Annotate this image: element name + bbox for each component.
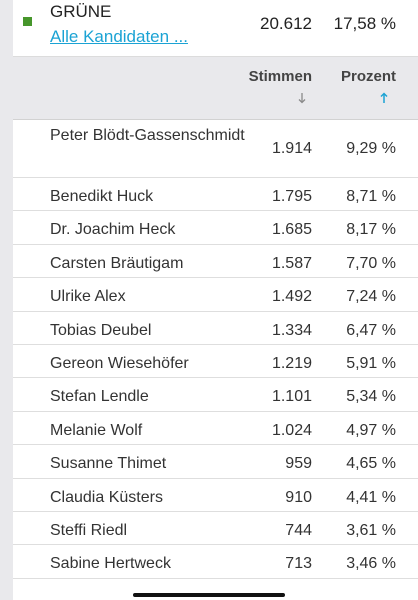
left-gutter — [0, 0, 13, 600]
candidate-percent: 3,61 % — [346, 521, 396, 539]
party-percent: 17,58 % — [333, 14, 396, 33]
candidate-name: Sabine Hertweck — [50, 555, 171, 573]
table-row: Carsten Bräutigam 1.587 7,70 % — [13, 245, 418, 279]
table-row: Sabine Hertweck 713 3,46 % — [13, 545, 418, 579]
candidate-percent: 7,24 % — [346, 288, 396, 306]
table-row: Steffi Riedl 744 3,61 % — [13, 512, 418, 546]
candidate-name: Steffi Riedl — [50, 521, 128, 539]
table-row: Stefan Lendle 1.101 5,34 % — [13, 378, 418, 412]
arrow-down-icon[interactable] — [296, 91, 308, 105]
candidate-votes: 1.101 — [271, 388, 312, 406]
candidate-name: Claudia Küsters — [50, 488, 163, 506]
table-row: Peter Blödt-Gassenschmidt 1.914 9,29 % — [13, 120, 418, 178]
candidate-name: Gereon Wiesehöfer — [50, 354, 189, 372]
party-votes: 20.612 — [260, 14, 312, 33]
candidate-list: Peter Blödt-Gassenschmidt 1.914 9,29 % Bene… — [13, 120, 418, 579]
table-row: Tobias Deubel 1.334 6,47 % — [13, 312, 418, 345]
arrow-up-icon[interactable] — [378, 91, 390, 105]
home-indicator — [133, 593, 285, 597]
candidate-percent: 4,41 % — [346, 488, 396, 506]
candidate-votes: 1.914 — [271, 140, 312, 157]
candidate-votes: 1.024 — [271, 421, 312, 439]
party-name: GRÜNE — [50, 2, 112, 21]
candidate-votes: 910 — [285, 488, 312, 506]
table-row: Dr. Joachim Heck 1.685 8,17 % — [13, 211, 418, 245]
candidate-votes: 1.492 — [271, 288, 312, 306]
candidate-percent: 6,47 % — [346, 321, 396, 339]
table-row: Melanie Wolf 1.024 4,97 % — [13, 412, 418, 446]
candidate-name: Dr. Joachim Heck — [50, 221, 176, 239]
candidate-votes: 959 — [285, 455, 312, 473]
candidate-votes: 1.219 — [271, 354, 312, 372]
candidate-votes: 1.685 — [271, 221, 312, 239]
candidate-percent: 9,29 % — [346, 140, 396, 157]
all-candidates-link[interactable]: Alle Kandidaten ... — [50, 27, 188, 46]
table-row: Susanne Thimet 959 4,65 % — [13, 445, 418, 479]
table-header: Stimmen Prozent — [13, 57, 418, 120]
candidate-name: Susanne Thimet — [50, 455, 167, 473]
candidate-votes: 1.587 — [271, 254, 312, 272]
candidate-name: Benedikt Huck — [50, 188, 154, 205]
candidate-percent: 4,97 % — [346, 421, 396, 439]
candidate-name: Melanie Wolf — [50, 421, 143, 439]
candidate-votes: 744 — [285, 521, 312, 539]
percent-column-header[interactable]: Prozent — [340, 68, 396, 85]
votes-column-header[interactable]: Stimmen — [248, 68, 312, 85]
candidate-votes: 1.795 — [271, 188, 312, 205]
candidate-percent: 3,46 % — [346, 555, 396, 573]
candidate-name: Carsten Bräutigam — [50, 254, 184, 272]
candidate-name: Stefan Lendle — [50, 388, 149, 406]
candidate-votes: 1.334 — [271, 321, 312, 339]
party-summary-row: GRÜNE Alle Kandidaten ... 20.612 17,58 % — [13, 0, 418, 57]
party-color-square-icon — [23, 17, 32, 26]
candidate-percent: 4,65 % — [346, 455, 396, 473]
candidate-name: Peter Blödt-Gassenschmidt — [50, 127, 245, 144]
candidate-percent: 8,71 % — [346, 188, 396, 205]
candidate-percent: 5,91 % — [346, 354, 396, 372]
candidate-percent: 5,34 % — [346, 388, 396, 406]
candidate-name: Ulrike Alex — [50, 288, 126, 306]
candidate-percent: 8,17 % — [346, 221, 396, 239]
table-row: Ulrike Alex 1.492 7,24 % — [13, 278, 418, 312]
candidate-name: Tobias Deubel — [50, 321, 152, 339]
candidate-votes: 713 — [285, 555, 312, 573]
candidate-percent: 7,70 % — [346, 254, 396, 272]
table-row: Gereon Wiesehöfer 1.219 5,91 % — [13, 345, 418, 379]
table-row: Claudia Küsters 910 4,41 % — [13, 479, 418, 512]
table-row: Benedikt Huck 1.795 8,71 % — [13, 178, 418, 212]
